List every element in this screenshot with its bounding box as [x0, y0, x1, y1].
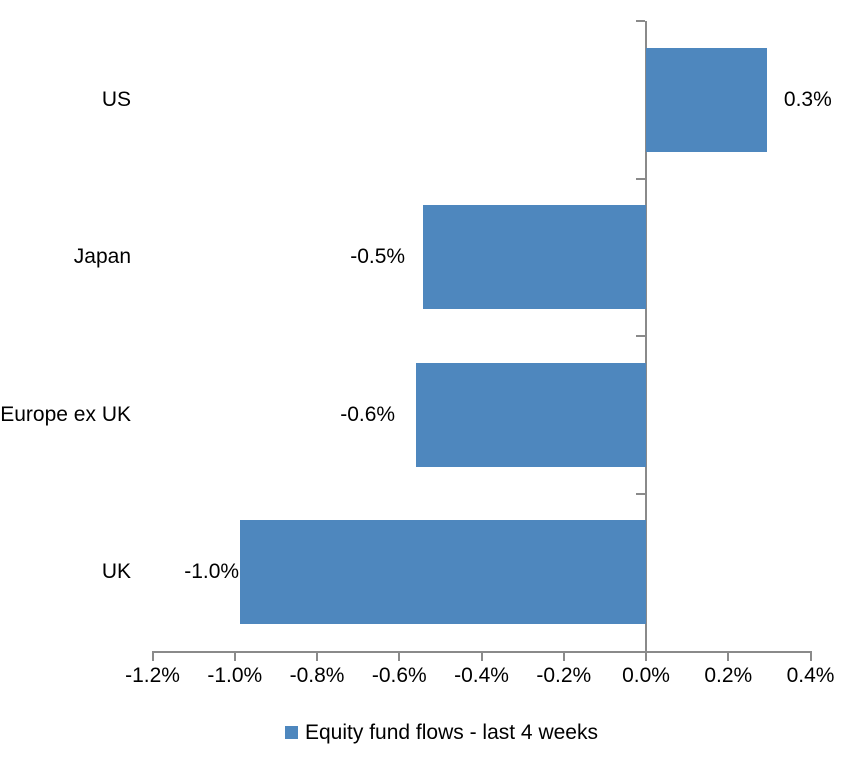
- x-axis-tick-label: 0.4%: [786, 664, 835, 687]
- y-axis-tick: [636, 177, 645, 180]
- x-axis-tick: [151, 651, 154, 661]
- x-axis-tick: [727, 651, 730, 661]
- data-label: 0.3%: [783, 87, 832, 111]
- x-axis-tick-label: -1.2%: [125, 664, 180, 687]
- bar-europe-ex-uk: [416, 362, 646, 467]
- category-label: UK: [101, 560, 131, 584]
- x-axis-tick: [562, 651, 565, 661]
- y-axis-tick: [636, 20, 645, 22]
- x-axis-tick-label: 0.0%: [622, 664, 670, 687]
- x-axis-tick: [398, 651, 401, 661]
- x-axis-tick-label: -0.4%: [454, 664, 509, 687]
- y-axis-line: [645, 21, 647, 651]
- x-axis-tick: [480, 651, 483, 661]
- data-label: -0.5%: [350, 245, 406, 269]
- y-axis-tick: [636, 335, 645, 337]
- x-axis-tick: [645, 651, 647, 661]
- x-axis-tick-label: -1.0%: [207, 664, 263, 687]
- x-axis-tick-label: -0.2%: [536, 664, 592, 687]
- bar-us: [646, 47, 767, 152]
- category-label: Europe ex UK: [0, 402, 131, 426]
- category-label: US: [101, 87, 131, 111]
- x-axis-tick: [316, 651, 318, 661]
- x-axis-tick: [233, 651, 236, 661]
- x-axis-tick-label: 0.2%: [704, 664, 753, 687]
- bar-japan: [423, 205, 646, 310]
- bar-uk: [240, 520, 646, 625]
- legend-marker-square: [285, 726, 298, 739]
- x-axis-tick-label: -0.8%: [289, 664, 345, 687]
- category-label: Japan: [73, 245, 131, 269]
- x-axis-tick: [809, 651, 812, 661]
- data-label: -0.6%: [340, 402, 396, 426]
- legend: Equity fund flows - last 4 weeks: [285, 720, 598, 745]
- y-axis-tick: [636, 492, 645, 495]
- data-label: -1.0%: [184, 560, 240, 584]
- legend-label: Equity fund flows - last 4 weeks: [305, 720, 598, 744]
- x-axis-tick-label: -0.6%: [371, 664, 427, 687]
